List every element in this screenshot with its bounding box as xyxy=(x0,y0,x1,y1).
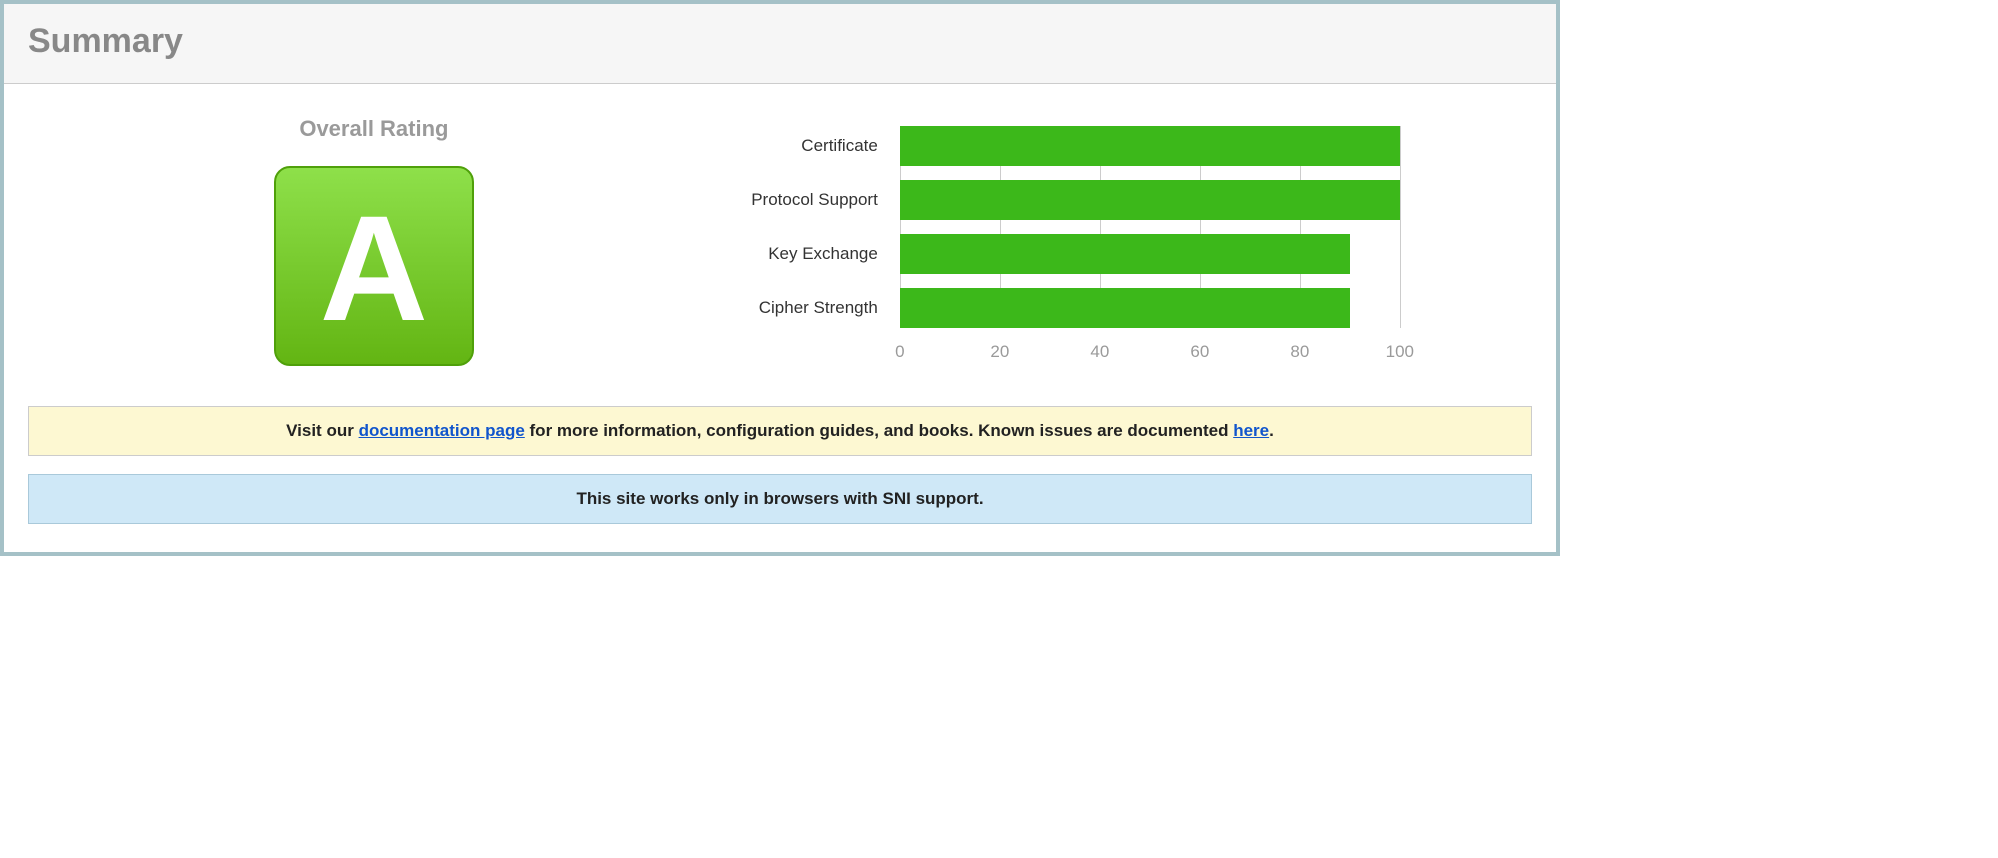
x-tick-label: 0 xyxy=(895,342,904,362)
chart-bar-fill xyxy=(900,126,1400,166)
chart-bar-row: Key Exchange xyxy=(900,234,1400,274)
chart-bar-row: Protocol Support xyxy=(900,180,1400,220)
x-tick-label: 40 xyxy=(1090,342,1109,362)
documentation-notice: Visit our documentation page for more in… xyxy=(28,406,1532,456)
summary-top-row: Overall Rating A CertificateProtocol Sup… xyxy=(28,108,1532,366)
chart-bar-fill xyxy=(900,288,1350,328)
notice-text-suffix: . xyxy=(1269,421,1274,440)
x-tick-label: 60 xyxy=(1190,342,1209,362)
notice-text-middle: for more information, configuration guid… xyxy=(525,421,1233,440)
chart-bar-label: Protocol Support xyxy=(720,180,890,220)
x-tick-label: 20 xyxy=(990,342,1009,362)
x-tick-label: 80 xyxy=(1290,342,1309,362)
panel-content: Overall Rating A CertificateProtocol Sup… xyxy=(4,84,1556,552)
x-tick-label: 100 xyxy=(1386,342,1414,362)
sni-notice: This site works only in browsers with SN… xyxy=(28,474,1532,524)
chart-bar-row: Cipher Strength xyxy=(900,288,1400,328)
chart-bars: Certificate Protocol Support Key Exchange C… xyxy=(900,126,1400,328)
chart-bar-fill xyxy=(900,180,1400,220)
overall-rating-block: Overall Rating A xyxy=(28,108,720,366)
chart-bar-row: Certificate xyxy=(900,126,1400,166)
chart-bar-track xyxy=(900,126,1400,166)
summary-panel: Summary Overall Rating A CertificateProt… xyxy=(0,0,1560,556)
overall-rating-title: Overall Rating xyxy=(28,116,720,142)
chart-bar-track xyxy=(900,288,1400,328)
chart-bar-label: Certificate xyxy=(720,126,890,166)
chart-bar-track xyxy=(900,234,1400,274)
grade-badge: A xyxy=(274,166,474,366)
gridline xyxy=(1400,126,1401,328)
chart-bar-label: Cipher Strength xyxy=(720,288,890,328)
chart-plot-area: Certificate Protocol Support Key Exchange C… xyxy=(900,126,1400,366)
grade-letter: A xyxy=(320,184,428,352)
page-title: Summary xyxy=(28,22,1532,61)
sni-notice-text: This site works only in browsers with SN… xyxy=(576,489,983,508)
score-chart: CertificateProtocol SupportKey ExchangeC… xyxy=(720,108,1532,366)
documentation-link[interactable]: documentation page xyxy=(359,421,525,440)
known-issues-link[interactable]: here xyxy=(1233,421,1269,440)
panel-header: Summary xyxy=(4,4,1556,84)
chart-x-axis: 020406080100 xyxy=(900,342,1400,366)
chart-bar-fill xyxy=(900,234,1350,274)
chart-bar-track xyxy=(900,180,1400,220)
chart-bar-label: Key Exchange xyxy=(720,234,890,274)
notice-text-prefix: Visit our xyxy=(286,421,358,440)
